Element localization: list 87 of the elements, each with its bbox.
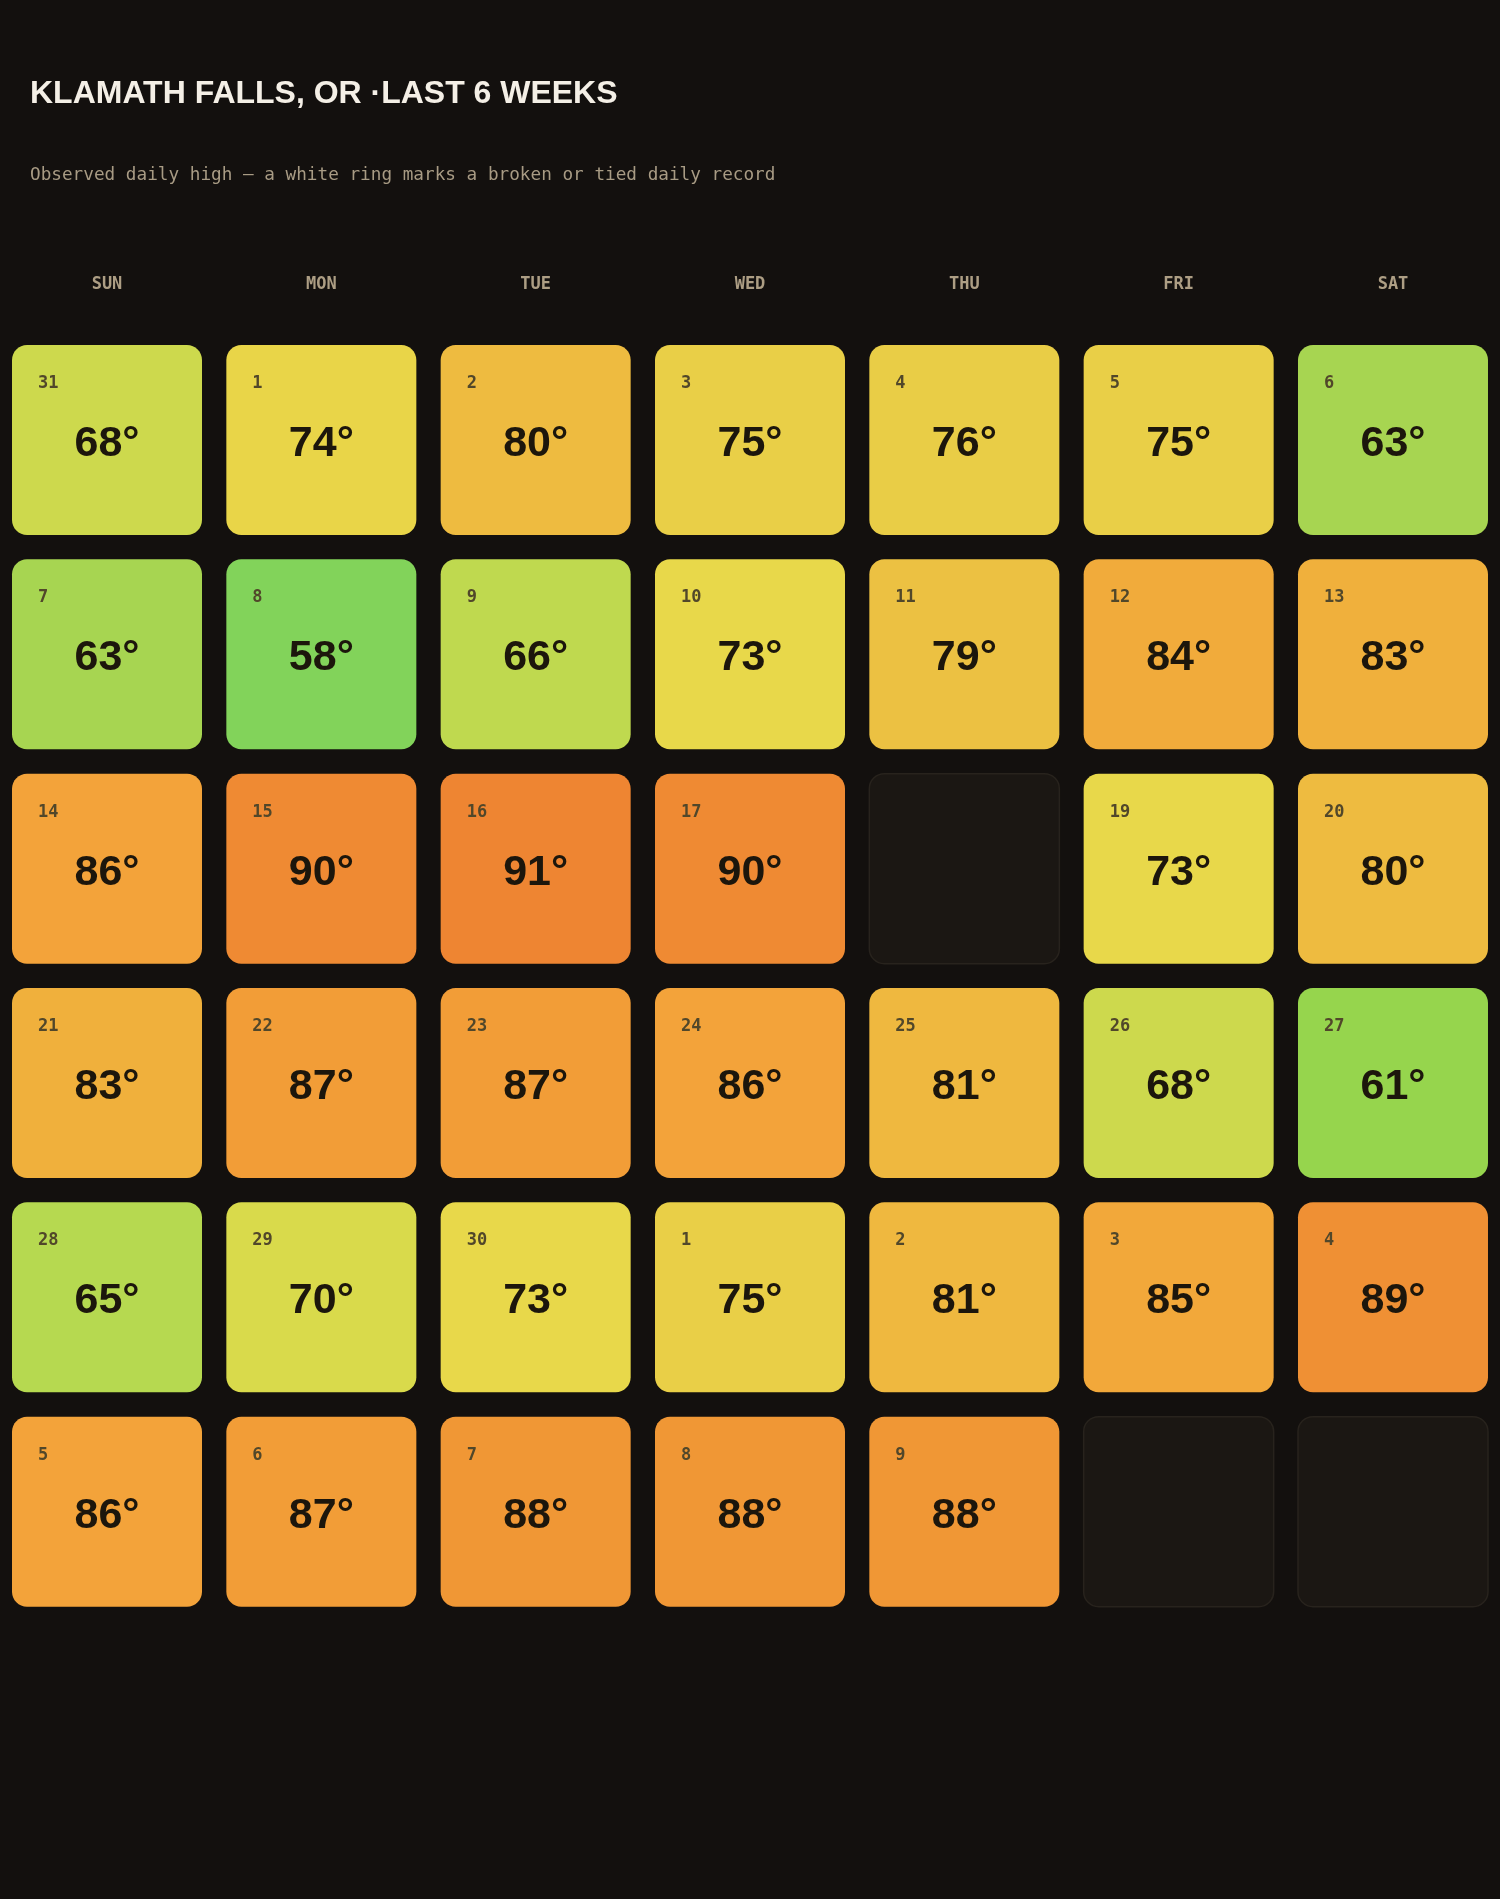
chart-subtitle: Observed daily high — a white ring marks a broken or tied daily record bbox=[30, 164, 776, 185]
data-label: 76° bbox=[931, 417, 997, 465]
data-label: 87° bbox=[503, 1059, 569, 1108]
annotation: 28 bbox=[38, 1229, 59, 1250]
data-label: 86° bbox=[74, 845, 140, 894]
annotation: 26 bbox=[1109, 1014, 1131, 1035]
data-label: 73° bbox=[1146, 845, 1212, 894]
data-label: 86° bbox=[74, 1488, 140, 1537]
annotation: 8 bbox=[681, 1443, 692, 1464]
annotation: 21 bbox=[38, 1014, 59, 1035]
data-label: 73° bbox=[717, 631, 783, 680]
annotation: 5 bbox=[38, 1443, 49, 1464]
data-label: 61° bbox=[1360, 1059, 1426, 1108]
data-label: 87° bbox=[288, 1059, 354, 1108]
data-label: 84° bbox=[1146, 631, 1212, 680]
annotation: 9 bbox=[895, 1443, 906, 1464]
annotation: 14 bbox=[38, 800, 59, 821]
data-label: 75° bbox=[717, 417, 783, 465]
data-label: 83° bbox=[1360, 631, 1426, 680]
data-label: 81° bbox=[931, 1059, 997, 1108]
annotation: 6 bbox=[252, 1443, 263, 1464]
data-label: 75° bbox=[1146, 417, 1212, 465]
annotation: 6 bbox=[1323, 372, 1335, 392]
x-tick-label: SAT bbox=[1377, 273, 1409, 294]
annotation: 16 bbox=[466, 800, 488, 821]
data-label: 58° bbox=[288, 631, 354, 680]
annotation: 4 bbox=[1323, 1229, 1335, 1250]
annotation: 7 bbox=[466, 1443, 477, 1464]
data-label: 90° bbox=[717, 845, 783, 894]
data-label: 70° bbox=[288, 1274, 354, 1323]
annotation: 13 bbox=[1323, 586, 1345, 607]
data-label: 88° bbox=[717, 1488, 783, 1537]
data-label: 65° bbox=[74, 1274, 140, 1323]
x-tick-label: SUN bbox=[91, 273, 123, 294]
data-label: 74° bbox=[288, 417, 354, 465]
data-label: 63° bbox=[74, 631, 140, 680]
annotation: 5 bbox=[1109, 372, 1120, 392]
data-label: 80° bbox=[503, 417, 569, 465]
annotation: 2 bbox=[466, 372, 477, 392]
data-label: 68° bbox=[1146, 1059, 1212, 1108]
data-label: 68° bbox=[74, 417, 140, 465]
data-label: 88° bbox=[931, 1488, 997, 1537]
annotation: 1 bbox=[252, 372, 263, 392]
annotation: 1 bbox=[681, 1229, 692, 1250]
data-label: 91° bbox=[503, 845, 569, 894]
data-label: 83° bbox=[74, 1059, 140, 1108]
data-label: 88° bbox=[503, 1488, 569, 1537]
annotation: 30 bbox=[466, 1229, 488, 1250]
data-label: 81° bbox=[931, 1274, 997, 1323]
annotation: 20 bbox=[1323, 800, 1345, 821]
annotation: 29 bbox=[252, 1229, 273, 1250]
data-label: 66° bbox=[503, 631, 569, 680]
annotation: 19 bbox=[1109, 800, 1131, 821]
data-label: 75° bbox=[717, 1274, 783, 1323]
annotation: 3 bbox=[1109, 1229, 1120, 1250]
data-label: 90° bbox=[288, 845, 354, 894]
annotation: 17 bbox=[681, 800, 702, 821]
annotation: 15 bbox=[252, 800, 273, 821]
annotation: 11 bbox=[895, 586, 916, 607]
annotation: 9 bbox=[466, 586, 477, 607]
data-label: 79° bbox=[931, 631, 997, 680]
data-label: 73° bbox=[503, 1274, 569, 1323]
annotation: 25 bbox=[895, 1014, 916, 1035]
chart-title: KLAMATH FALLS, OR ·LAST 6 WEEKS bbox=[30, 74, 618, 111]
x-tick-label: THU bbox=[948, 273, 980, 294]
data-label: 85° bbox=[1146, 1274, 1212, 1323]
annotation: 7 bbox=[38, 586, 49, 607]
data-label: 80° bbox=[1360, 845, 1426, 894]
x-tick-label: TUE bbox=[520, 273, 552, 294]
annotation: 23 bbox=[466, 1014, 488, 1035]
annotation: 24 bbox=[681, 1014, 702, 1035]
annotation: 8 bbox=[252, 586, 263, 607]
data-label: 86° bbox=[717, 1059, 783, 1108]
annotation: 22 bbox=[252, 1014, 273, 1035]
annotation: 12 bbox=[1109, 586, 1131, 607]
data-label: 87° bbox=[288, 1488, 354, 1537]
data-label: 89° bbox=[1360, 1274, 1426, 1323]
annotation: 10 bbox=[681, 586, 702, 607]
annotation: 2 bbox=[895, 1229, 906, 1250]
data-label: 63° bbox=[1360, 417, 1426, 465]
x-tick-label: WED bbox=[734, 273, 766, 294]
annotation: 31 bbox=[38, 372, 59, 392]
annotation: 4 bbox=[895, 372, 906, 392]
annotation: 3 bbox=[681, 372, 692, 392]
annotation: 27 bbox=[1323, 1014, 1345, 1035]
x-tick-label: FRI bbox=[1163, 273, 1195, 294]
x-tick-label: MON bbox=[305, 273, 337, 294]
